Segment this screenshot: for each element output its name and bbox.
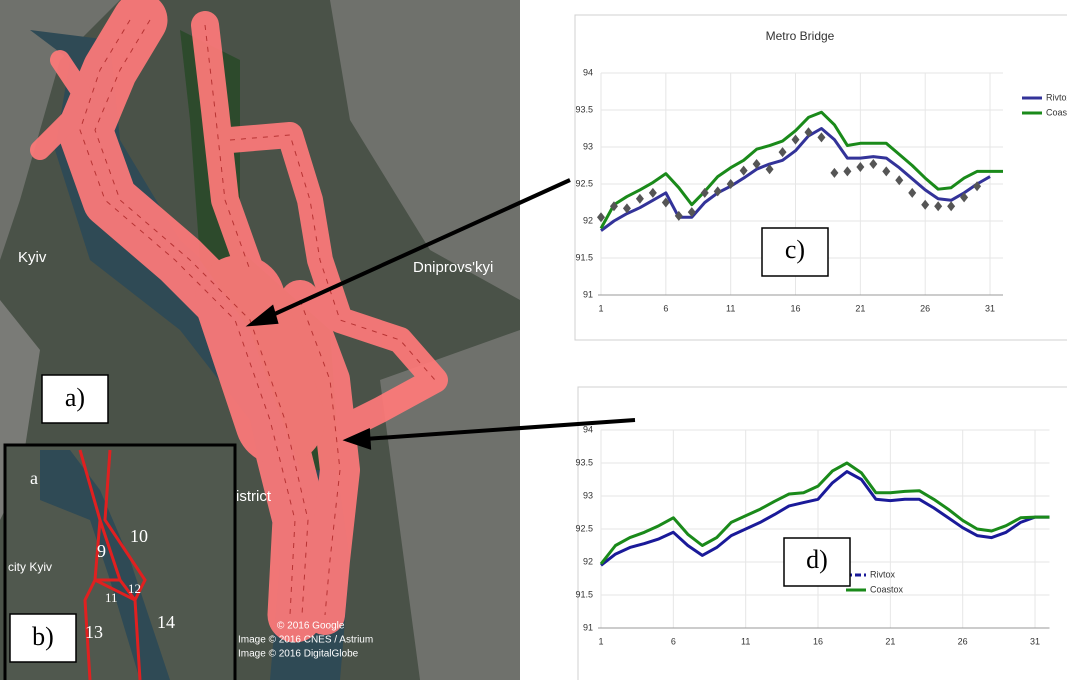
x-tick-label: 1 <box>598 636 603 646</box>
x-tick-label: 16 <box>791 303 801 313</box>
inset-map: a city Kyiv 9 10 11 12 13 14 b) <box>5 445 235 680</box>
y-tick-label: 91 <box>583 622 593 632</box>
chart-title: Metro Bridge <box>766 29 835 43</box>
zone-label: 10 <box>130 526 148 546</box>
panel-label: c) <box>785 235 805 264</box>
zone-label: 12 <box>128 581 141 596</box>
legend-label: Rivtox <box>1046 92 1067 102</box>
map-label: istrict <box>236 488 272 505</box>
y-tick-label: 91 <box>583 289 593 299</box>
x-tick-label: 1 <box>598 303 603 313</box>
panel-label: a) <box>65 383 85 412</box>
legend-label: Coastox <box>870 584 904 594</box>
y-tick-label: 93 <box>583 490 593 500</box>
map-credit: © 2016 Google <box>277 621 345 632</box>
y-tick-label: 91.5 <box>575 252 593 262</box>
y-tick-label: 92 <box>583 556 593 566</box>
x-tick-label: 11 <box>726 303 735 313</box>
map-credit: Image © 2016 CNES / Astrium <box>238 635 373 646</box>
x-tick-label: 21 <box>885 636 895 646</box>
y-tick-label: 92.5 <box>575 523 593 533</box>
panel-label: b) <box>32 622 54 651</box>
y-tick-label: 94 <box>583 67 593 77</box>
x-tick-label: 21 <box>855 303 865 313</box>
zone-label: 11 <box>105 590 118 605</box>
chart-frame <box>575 15 1067 340</box>
x-tick-label: 6 <box>663 303 668 313</box>
x-tick-label: 26 <box>958 636 968 646</box>
y-tick-label: 93.5 <box>575 457 593 467</box>
zone-label: 9 <box>97 541 106 561</box>
y-tick-label: 93 <box>583 141 593 151</box>
x-tick-label: 16 <box>813 636 823 646</box>
inset-corner-label: a <box>30 468 38 488</box>
legend-label: Coastox <box>1046 107 1067 117</box>
inset-city: city Kyiv <box>8 560 52 574</box>
map-credit: Image © 2016 DigitalGlobe <box>238 649 359 660</box>
y-tick-label: 92 <box>583 215 593 225</box>
zone-label: 14 <box>157 612 175 632</box>
x-tick-label: 26 <box>920 303 930 313</box>
y-tick-label: 92.5 <box>575 178 593 188</box>
y-tick-label: 93.5 <box>575 104 593 114</box>
figure: Kyiv Dniprovs'kyi istrict © 2016 Google … <box>0 0 1067 680</box>
x-tick-label: 31 <box>1030 636 1040 646</box>
map: Kyiv Dniprovs'kyi istrict © 2016 Google … <box>0 0 520 680</box>
x-tick-label: 6 <box>671 636 676 646</box>
panel-label: d) <box>806 545 828 574</box>
y-tick-label: 91.5 <box>575 589 593 599</box>
zone-label: 13 <box>85 622 103 642</box>
x-tick-label: 31 <box>985 303 995 313</box>
map-label: Kyiv <box>18 249 47 266</box>
y-tick-label: 94 <box>583 424 593 434</box>
legend-label: Rivtox <box>870 569 896 579</box>
map-label: Dniprovs'kyi <box>413 259 493 276</box>
x-tick-label: 11 <box>741 636 750 646</box>
